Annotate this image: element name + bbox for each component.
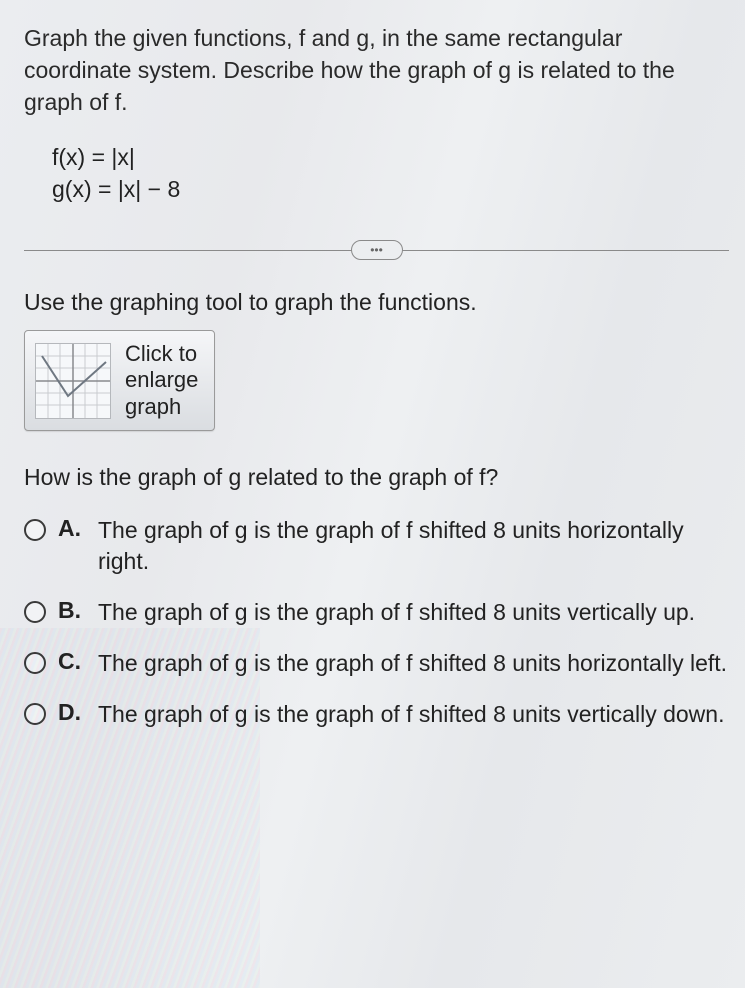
choice-d-text: The graph of g is the graph of f shifted…: [98, 699, 724, 730]
function-definitions: f(x) = |x| g(x) = |x| − 8: [52, 141, 729, 205]
graphing-instruction: Use the graphing tool to graph the funct…: [24, 289, 729, 316]
graph-button-line1: Click to: [125, 341, 198, 367]
g-rhs: |x| − 8: [118, 173, 180, 205]
function-g: g(x) = |x| − 8: [52, 173, 729, 205]
choice-a[interactable]: A. The graph of g is the graph of f shif…: [24, 515, 729, 577]
graph-button-line2: enlarge: [125, 367, 198, 393]
f-lhs: f(x) =: [52, 144, 111, 170]
choice-c-label: C.: [58, 648, 86, 675]
graph-button-line3: graph: [125, 394, 198, 420]
problem-prompt: Graph the given functions, f and g, in t…: [24, 22, 729, 119]
radio-c[interactable]: [24, 652, 46, 674]
f-rhs: |x|: [111, 141, 134, 173]
mc-question: How is the graph of g related to the gra…: [24, 461, 729, 493]
choice-c[interactable]: C. The graph of g is the graph of f shif…: [24, 648, 729, 679]
ellipsis-button[interactable]: •••: [351, 240, 403, 260]
choice-d-label: D.: [58, 699, 86, 726]
choice-a-text: The graph of g is the graph of f shifted…: [98, 515, 729, 577]
section-divider: •••: [24, 239, 729, 261]
function-f: f(x) = |x|: [52, 141, 729, 173]
radio-b[interactable]: [24, 601, 46, 623]
g-lhs: g(x) =: [52, 176, 118, 202]
graph-thumbnail-svg: [36, 344, 110, 418]
choice-d[interactable]: D. The graph of g is the graph of f shif…: [24, 699, 729, 730]
enlarge-graph-button[interactable]: Click to enlarge graph: [24, 330, 215, 431]
radio-d[interactable]: [24, 703, 46, 725]
choice-b-label: B.: [58, 597, 86, 624]
mc-choices: A. The graph of g is the graph of f shif…: [24, 515, 729, 730]
choice-c-text: The graph of g is the graph of f shifted…: [98, 648, 727, 679]
choice-a-label: A.: [58, 515, 86, 542]
choice-b-text: The graph of g is the graph of f shifted…: [98, 597, 695, 628]
choice-b[interactable]: B. The graph of g is the graph of f shif…: [24, 597, 729, 628]
radio-a[interactable]: [24, 519, 46, 541]
graph-thumbnail: [35, 343, 111, 419]
graph-button-label: Click to enlarge graph: [125, 341, 198, 420]
